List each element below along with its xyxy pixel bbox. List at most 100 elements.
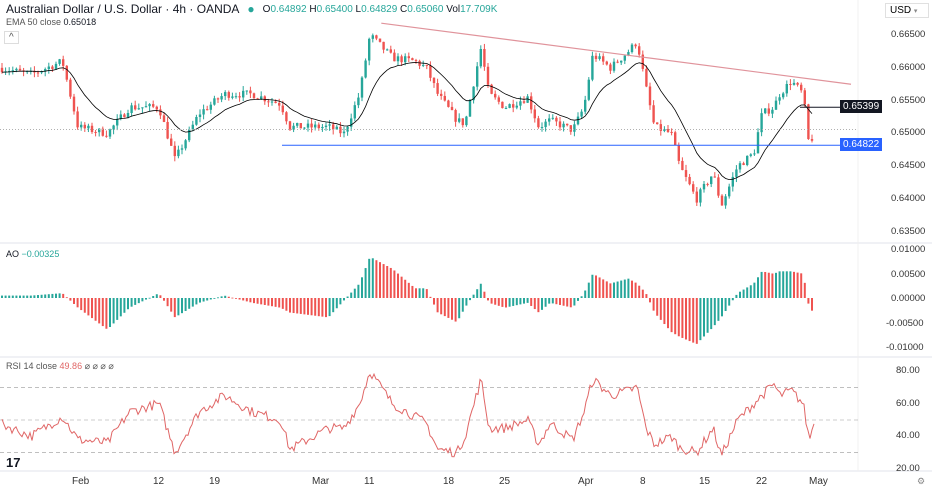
candle-down: [810, 139, 814, 141]
rsi-tick-label: 20.00: [896, 462, 920, 474]
candle-down: [537, 118, 540, 128]
ao-bar: [127, 298, 129, 310]
ao-bar: [749, 285, 752, 298]
ao-bar: [649, 298, 651, 303]
ao-bar: [566, 298, 569, 307]
candle-down: [432, 77, 436, 84]
candle-down: [609, 64, 612, 71]
ao-bar: [469, 298, 471, 301]
candle-down: [594, 55, 598, 59]
ao-bar: [767, 272, 770, 298]
candle-up: [764, 108, 767, 114]
currency-button[interactable]: USD ▾: [885, 3, 929, 18]
candle-down: [634, 44, 637, 47]
collapse-legend-button[interactable]: ^: [4, 31, 19, 44]
ao-bar: [609, 283, 612, 298]
ao-bar: [577, 298, 579, 301]
candle-up: [782, 93, 785, 98]
price-tick-label: 0.64000: [891, 193, 926, 204]
candle-up: [612, 61, 616, 71]
ao-bar: [598, 277, 601, 298]
candle-up: [738, 163, 742, 170]
candle-down: [566, 123, 569, 126]
ao-bar: [811, 298, 813, 311]
candle-up: [148, 104, 151, 107]
candle-down: [666, 129, 670, 132]
ao-bar: [116, 298, 119, 320]
ao-bar: [775, 272, 777, 298]
ao-bar: [415, 288, 417, 298]
candle-up: [112, 125, 115, 130]
settings-icon[interactable]: ⚙: [917, 476, 926, 486]
candle-up: [11, 70, 14, 72]
ao-bar: [440, 298, 443, 315]
ao-bar: [443, 298, 446, 317]
candle-down: [501, 101, 504, 109]
candle-up: [184, 140, 187, 149]
candle-up: [724, 196, 727, 206]
ao-bar: [199, 298, 201, 303]
ao-bar: [706, 298, 709, 333]
ao-bar: [83, 298, 86, 313]
ao-bar: [339, 298, 342, 305]
ao-bar: [58, 293, 61, 298]
candle-up: [548, 118, 551, 122]
candle-down: [123, 114, 126, 118]
candle-down: [522, 101, 526, 103]
candle-down: [483, 48, 486, 67]
candle-up: [598, 56, 601, 59]
ao-bar: [728, 298, 731, 306]
candle-up: [245, 90, 248, 92]
ao-bar: [364, 268, 367, 298]
ohlc-values: O0.64892 H0.65400 L0.64829 C0.65060 Vol1…: [262, 3, 498, 15]
ao-bar: [321, 298, 324, 317]
ao-bar: [695, 298, 698, 344]
candle-up: [371, 35, 374, 39]
ao-bar: [605, 281, 608, 298]
date-tick-label: 12: [153, 476, 165, 487]
candle-down: [69, 79, 72, 97]
ao-bar: [418, 288, 421, 298]
ao-bar: [314, 298, 317, 316]
candle-up: [224, 92, 227, 97]
candle-up: [270, 101, 274, 103]
candle-up: [562, 123, 565, 128]
ao-bar: [393, 270, 396, 298]
candle-down: [512, 104, 515, 108]
candle-down: [159, 109, 162, 116]
candle-up: [771, 109, 774, 114]
candle-down: [400, 56, 403, 63]
candle-down: [332, 124, 335, 130]
date-tick-label: 19: [209, 476, 221, 487]
ao-bar: [591, 274, 594, 298]
ao-bar: [505, 298, 507, 308]
ao-bar: [494, 298, 497, 305]
ao-bar: [699, 298, 702, 341]
ao-bar: [501, 298, 504, 307]
ao-bar: [307, 298, 309, 315]
ao-bar: [271, 298, 273, 307]
candle-up: [540, 127, 544, 129]
candle-down: [389, 49, 392, 53]
candle-down: [378, 38, 382, 42]
ao-bar: [159, 295, 162, 298]
ao-bar: [422, 288, 425, 298]
ao-bar: [26, 295, 29, 298]
ao-bar: [296, 298, 299, 314]
symbol-title: Australian Dollar / U.S. Dollar · 4h · O…: [6, 2, 240, 16]
ao-bar: [667, 298, 669, 329]
price-tick-label: 0.66000: [891, 61, 926, 73]
candle-down: [339, 126, 342, 134]
ao-bar: [69, 298, 72, 301]
ao-bar: [548, 298, 551, 304]
ao-bar: [551, 298, 554, 304]
candle-down: [558, 121, 562, 128]
candle-up: [191, 124, 194, 130]
candle-up: [54, 63, 58, 69]
ao-bar: [209, 298, 212, 300]
ao-bar: [1, 295, 3, 298]
candle-down: [425, 64, 428, 66]
candle-up: [144, 106, 148, 108]
ao-bar: [55, 293, 57, 298]
